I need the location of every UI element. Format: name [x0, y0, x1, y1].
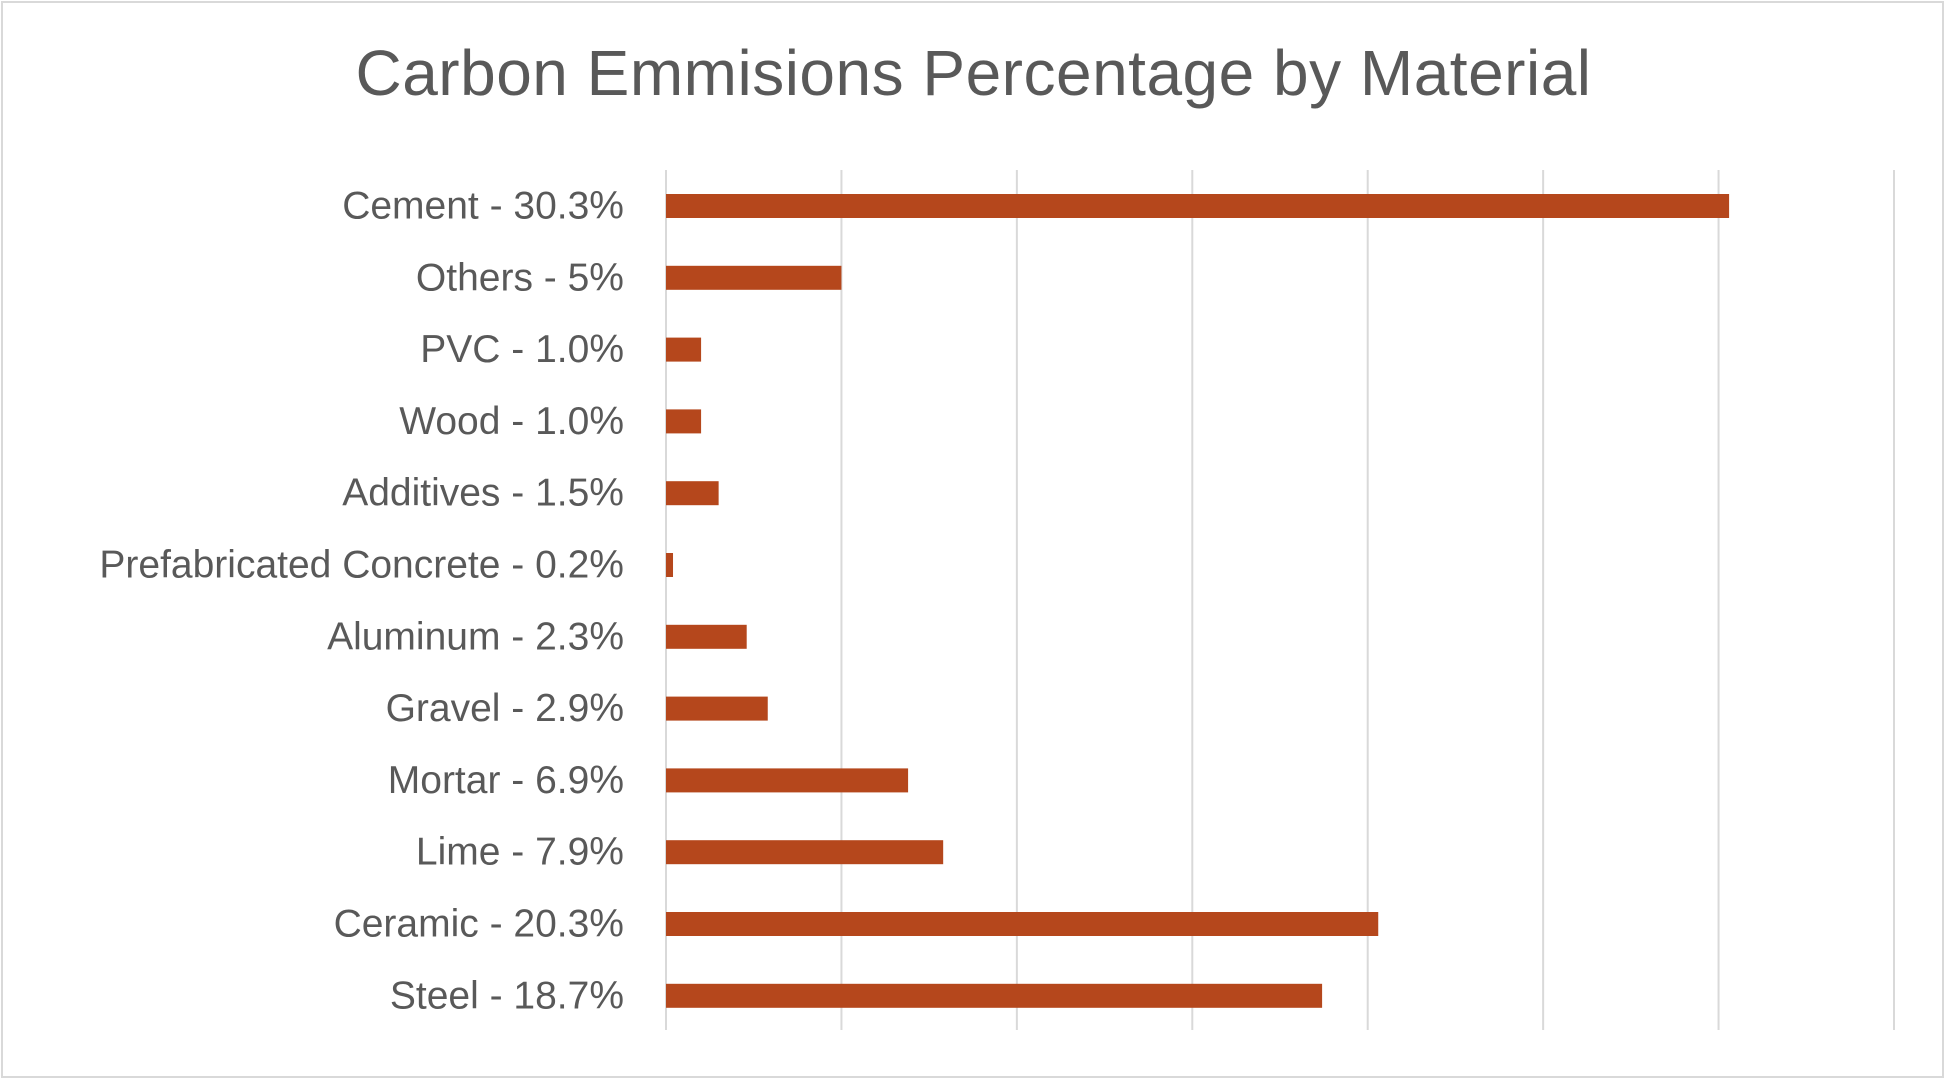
bar	[666, 696, 768, 721]
category-label: Lime - 7.9%	[416, 831, 624, 874]
category-label: Ceramic - 20.3%	[334, 903, 624, 946]
bar	[666, 481, 719, 506]
bar	[666, 553, 674, 577]
bar	[666, 194, 1730, 218]
category-label: Steel - 18.7%	[390, 974, 624, 1017]
bar	[666, 768, 909, 793]
category-label: Additives - 1.5%	[342, 472, 624, 515]
category-label: Others - 5%	[416, 256, 624, 299]
bar	[666, 337, 702, 362]
category-label: Mortar - 6.9%	[388, 759, 624, 802]
bar	[666, 624, 747, 649]
bar	[666, 409, 702, 434]
category-labels: Cement - 30.3% Others - 5% PVC - 1.0% Wood …	[99, 185, 624, 1018]
bars	[666, 194, 1730, 1008]
category-label: Wood - 1.0%	[399, 400, 624, 443]
category-label: Gravel - 2.9%	[386, 687, 624, 730]
chart-title: Carbon Emmisions Percentage by Material	[355, 37, 1592, 109]
bar	[666, 265, 842, 290]
bar	[666, 983, 1323, 1008]
bar	[666, 840, 944, 865]
category-label: PVC - 1.0%	[420, 328, 624, 371]
category-label: Prefabricated Concrete - 0.2%	[99, 544, 624, 587]
bar	[666, 912, 1379, 936]
category-label: Cement - 30.3%	[342, 185, 624, 228]
gridlines	[665, 170, 1895, 1030]
category-label: Aluminum - 2.3%	[327, 615, 624, 658]
